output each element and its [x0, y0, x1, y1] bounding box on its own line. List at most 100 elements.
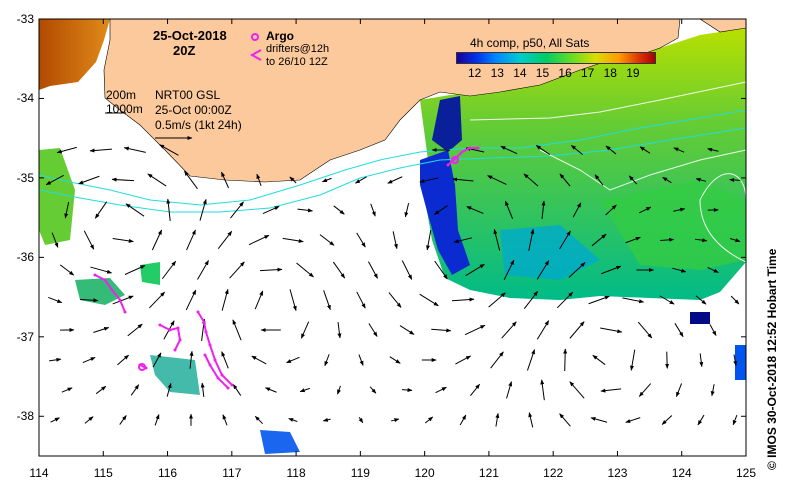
current-arrow: [286, 356, 300, 364]
current-arrow: [387, 176, 403, 184]
current-arrow: [251, 355, 267, 365]
drifter-fix: [196, 310, 200, 314]
current-arrow: [487, 175, 507, 185]
current-arrow: [368, 323, 378, 337]
current-arrow: [570, 145, 583, 155]
current-arrow: [82, 356, 96, 364]
current-arrow: [93, 326, 110, 333]
current-arrow: [699, 353, 704, 368]
current-arrow: [94, 201, 108, 219]
current-arrow: [431, 328, 452, 333]
current-arrow: [465, 263, 485, 277]
current-arrow: [222, 414, 228, 426]
x-tick-label: 115: [93, 466, 113, 480]
current-arrow: [637, 321, 653, 339]
current-arrow: [48, 296, 63, 304]
current-arrow: [84, 416, 94, 424]
current-arrow: [630, 349, 636, 371]
current-arrow: [605, 204, 617, 216]
current-arrow: [151, 229, 163, 251]
current-arrow: [217, 230, 233, 250]
current-arrow: [49, 357, 62, 362]
sst-cold-band: [420, 150, 470, 275]
current-arrow: [282, 237, 304, 243]
current-arrow: [434, 260, 448, 280]
sst-west-patch: [39, 19, 110, 90]
current-arrow: [127, 323, 143, 337]
isobath-1000m: [39, 127, 746, 213]
current-arrow: [672, 267, 687, 273]
map-date: 25-Oct-2018: [153, 28, 227, 43]
current-arrow: [569, 381, 585, 399]
drifter-fix: [220, 373, 224, 377]
current-arrow: [322, 417, 331, 422]
current-arrow: [523, 173, 539, 187]
current-arrow: [662, 176, 672, 184]
argo-float: [138, 363, 146, 371]
y-tick-label: -35: [16, 170, 34, 185]
current-arrow: [707, 267, 719, 273]
y-tick-label: -33: [16, 12, 34, 26]
current-arrow: [299, 387, 310, 393]
current-arrow: [559, 413, 571, 427]
isobath-200m-label: 200m: [106, 88, 137, 102]
current-arrow: [729, 238, 741, 243]
current-arrow: [401, 260, 413, 280]
current-arrow: [161, 260, 177, 280]
current-arrow: [404, 203, 410, 218]
current-arrow: [426, 229, 432, 251]
current-arrow: [541, 200, 546, 220]
current-arrow: [419, 293, 439, 307]
current-arrow: [130, 384, 140, 396]
current-arrow: [590, 417, 608, 423]
current-arrow: [625, 236, 641, 244]
current-arrow: [523, 290, 539, 310]
drifter-fix: [123, 310, 127, 314]
colorbar-tick-label: 18: [603, 66, 617, 80]
current-arrow: [358, 416, 364, 424]
current-arrow: [254, 290, 264, 310]
current-arrow: [297, 208, 313, 213]
current-arrow: [661, 415, 673, 425]
current-arrow: [112, 295, 134, 305]
current-arrow: [319, 234, 335, 246]
drifter-fix: [203, 353, 207, 357]
current-arrow: [147, 173, 167, 187]
x-tick-label: 123: [607, 466, 628, 480]
drifter-fix: [230, 383, 234, 387]
current-arrow: [95, 385, 107, 395]
colorbar-tick-label: 14: [513, 66, 527, 80]
current-arrow: [337, 321, 342, 339]
current-arrow: [732, 414, 738, 426]
current-arrow: [229, 261, 245, 279]
x-tick-label: 124: [671, 466, 692, 480]
current-arrow: [221, 288, 229, 311]
current-arrow: [221, 351, 229, 369]
current-arrow: [391, 418, 400, 423]
current-arrow: [392, 231, 398, 250]
current-arrow: [50, 417, 60, 423]
current-arrow: [117, 354, 129, 366]
current-arrow: [296, 262, 314, 278]
current-arrow: [323, 290, 331, 311]
current-arrow: [503, 259, 515, 281]
argo-label: Argo: [266, 29, 294, 43]
current-arrow: [59, 264, 75, 276]
x-tick-label: 121: [478, 466, 499, 480]
current-arrow: [300, 321, 310, 339]
current-arrow: [559, 173, 571, 187]
current-arrow: [495, 412, 500, 427]
current-arrow: [248, 234, 270, 246]
current-arrow: [80, 298, 99, 303]
current-arrow: [506, 381, 513, 399]
current-arrow: [695, 295, 707, 305]
current-arrow: [455, 355, 472, 365]
x-tick-label: 116: [157, 466, 178, 480]
current-arrow: [464, 324, 486, 336]
colorbar-tick-label: 16: [558, 66, 572, 80]
drifters-period: to 26/10 12Z: [266, 56, 328, 68]
drifter-tracks: [93, 146, 480, 390]
current-arrow: [459, 414, 467, 426]
current-arrow: [488, 292, 506, 308]
drifter-fix: [173, 348, 177, 352]
